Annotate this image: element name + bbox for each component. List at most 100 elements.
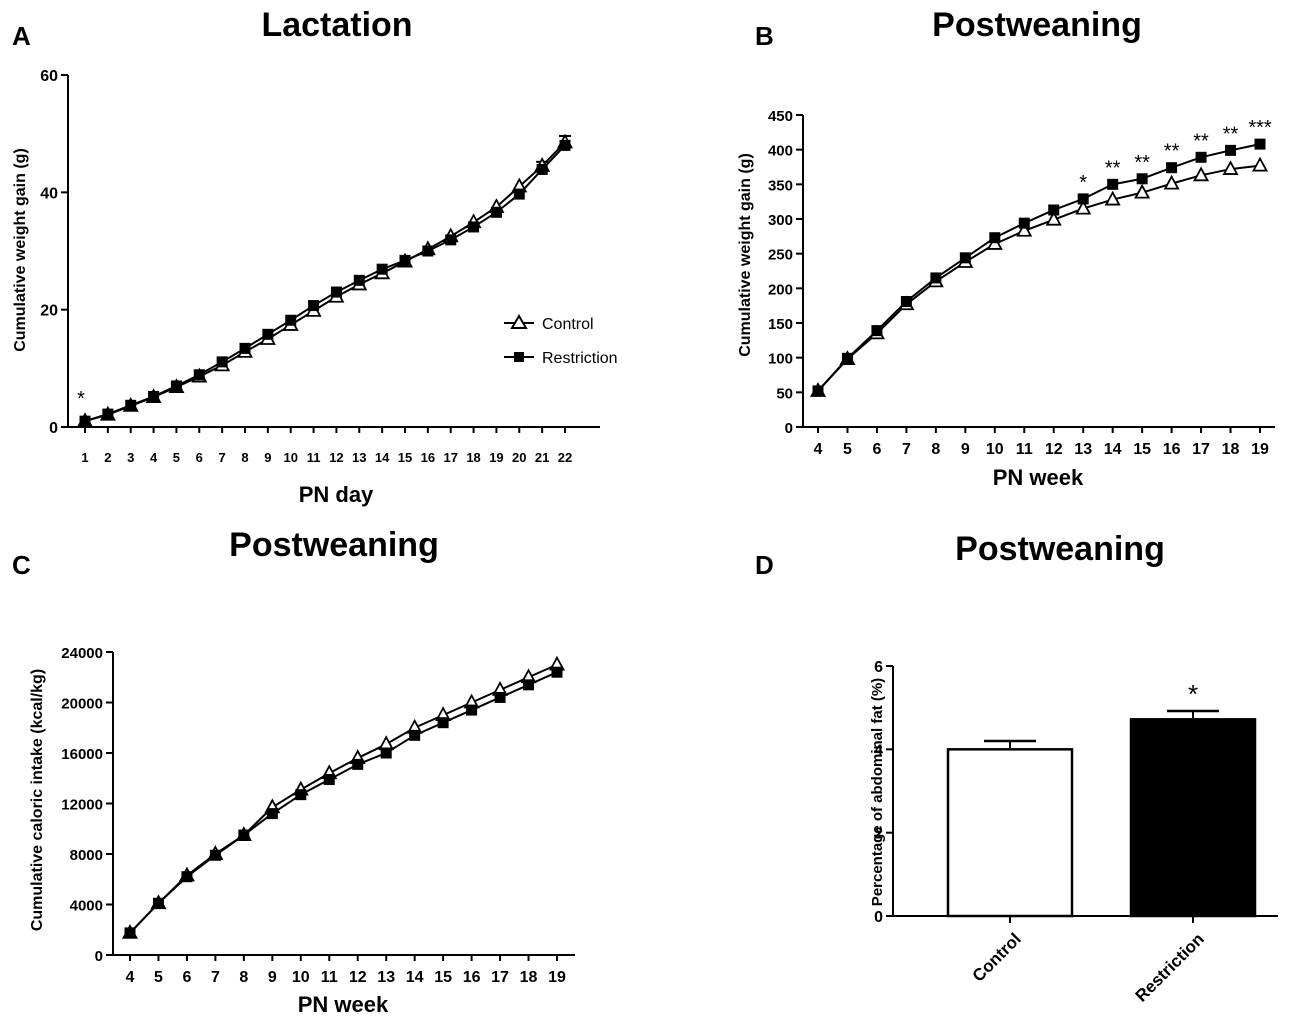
- panel-a-y-tick-label: 0: [49, 420, 58, 437]
- panel-c-restriction-point: [266, 808, 278, 820]
- legend-restriction-label: Restriction: [542, 350, 618, 367]
- panel-c-y-tick-label: 20000: [61, 696, 103, 713]
- panel-a-restriction-line: [84, 144, 566, 423]
- panel-d-title: Postweaning: [955, 530, 1165, 568]
- panel-a-x-tick-label: 12: [329, 450, 343, 465]
- panel-a-restriction-point: [170, 380, 182, 392]
- panel-b-y-tick-label: 50: [776, 385, 793, 402]
- panel-a-title: Lactation: [261, 6, 412, 44]
- panel-c-restriction-point: [437, 717, 449, 729]
- panel-c-restriction-point: [181, 871, 193, 883]
- panel-c-x-tick-label: 7: [211, 969, 220, 986]
- panel-b-x-tick-label: 8: [931, 441, 940, 458]
- panel-a-x-tick-label: 16: [421, 450, 435, 465]
- panel-b: B Postweaning PN week Cumulative weight …: [737, 6, 1275, 490]
- panel-a-restriction-point: [376, 263, 388, 275]
- panel-c-x-tick-label: 4: [126, 969, 135, 986]
- panel-c-restriction-point: [380, 747, 392, 759]
- panel-a-x-tick-label: 3: [127, 450, 134, 465]
- panel-b-control-point: [1251, 156, 1269, 172]
- panel-b-restriction-point: [1077, 193, 1089, 205]
- panel-a-restriction-point: [193, 369, 205, 381]
- panel-b-x-tick-label: 5: [843, 441, 852, 458]
- panel-a-restriction-point: [513, 188, 525, 200]
- panel-a-restriction-point: [285, 314, 297, 326]
- panel-b-x-tick-label: 14: [1104, 441, 1122, 458]
- panel-d-y-tick-label: 2: [874, 826, 883, 843]
- panel-c-restriction-point: [124, 927, 136, 939]
- legend-control-label: Control: [542, 316, 594, 333]
- panel-d-restriction-bar: [1129, 718, 1257, 918]
- panel-a-x-label: PN day: [299, 482, 374, 507]
- panel-b-restriction-point: [1254, 138, 1266, 150]
- panel-b-significance-star: **: [1105, 157, 1121, 179]
- panel-c-restriction-point: [323, 774, 335, 786]
- panel-a-legend: Control Restriction: [504, 314, 618, 367]
- panel-b-restriction-point: [1166, 162, 1178, 174]
- panel-a-restriction-point: [262, 328, 274, 340]
- panel-d-significance-star: *: [1188, 679, 1198, 709]
- panel-a-x-tick-label: 5: [173, 450, 180, 465]
- panel-d-y-label: Percentage of abdominal fat (%): [869, 678, 886, 906]
- panel-d-restriction-x-tick-label: Restriction: [1132, 929, 1208, 1005]
- panel-a-restriction-point: [216, 356, 228, 368]
- panel-a-restriction-point: [308, 300, 320, 312]
- panel-b-control-point: [1075, 199, 1092, 215]
- panel-a-restriction-point: [353, 274, 365, 286]
- panel-a: A Lactation PN day Cumulative weight gai…: [12, 6, 618, 507]
- panel-c-x-tick-label: 19: [548, 969, 566, 986]
- panel-b-restriction-point: [1048, 204, 1060, 216]
- panel-c-x-label: PN week: [298, 992, 389, 1017]
- panel-a-x-tick-label: 13: [352, 450, 366, 465]
- panel-b-restriction-point: [1225, 144, 1237, 156]
- panel-b-significance-star: **: [1164, 141, 1180, 163]
- panel-c-restriction-point: [466, 704, 478, 716]
- panel-a-x-tick-label: 1: [81, 450, 88, 465]
- panel-d-y-tick-label: 0: [874, 909, 883, 926]
- panel-b-control-point: [1104, 190, 1121, 206]
- panel-b-y-tick-label: 250: [768, 247, 793, 264]
- panel-b-significance-star: ***: [1248, 117, 1272, 139]
- panel-c-x-tick-label: 15: [434, 969, 452, 986]
- panel-c-y-tick-label: 12000: [61, 797, 103, 814]
- panel-b-x-tick-label: 10: [986, 441, 1004, 458]
- panel-b-x-label: PN week: [993, 465, 1084, 490]
- panel-a-restriction-point: [468, 221, 480, 233]
- panel-b-x-tick-label: 11: [1016, 441, 1033, 458]
- panel-b-x-tick-label: 9: [961, 441, 970, 458]
- panel-a-x-tick-label: 21: [535, 450, 549, 465]
- panel-b-y-tick-label: 350: [768, 177, 793, 194]
- panel-b-x-tick-label: 13: [1074, 441, 1092, 458]
- panel-a-restriction-point: [445, 234, 457, 246]
- panel-b-x-tick-label: 15: [1133, 441, 1151, 458]
- panel-a-x-tick-label: 17: [443, 450, 457, 465]
- panel-a-x-tick-label: 15: [398, 450, 412, 465]
- panel-c-restriction-point: [494, 691, 506, 703]
- panel-a-y-tick-label: 40: [40, 185, 58, 202]
- panel-d-y-tick-label: 6: [874, 659, 883, 676]
- panel-c-restriction-point: [551, 666, 563, 678]
- panel-b-x-tick-label: 6: [872, 441, 881, 458]
- legend-restriction-marker: [514, 352, 524, 362]
- panel-c-x-tick-label: 11: [321, 969, 338, 986]
- panel-a-y-tick-label: 60: [40, 68, 58, 85]
- panel-a-significance-star: *: [77, 388, 85, 410]
- panel-b-control-point: [1134, 183, 1151, 199]
- panel-a-x-tick-label: 2: [104, 450, 111, 465]
- panel-a-x-tick-label: 14: [375, 450, 390, 465]
- panel-b-y-tick-label: 100: [768, 351, 793, 368]
- panel-b-restriction-point: [1107, 178, 1119, 190]
- panel-a-restriction-point: [79, 415, 91, 427]
- panel-b-significance-star: *: [1079, 172, 1087, 194]
- panel-c-restriction-point: [295, 789, 307, 801]
- panel-c-restriction-point: [409, 729, 421, 741]
- panel-c-x-tick-label: 8: [239, 969, 248, 986]
- panel-letter-a: A: [12, 21, 31, 51]
- panel-c-x-tick-label: 10: [292, 969, 310, 986]
- panel-a-x-tick-label: 11: [307, 450, 321, 465]
- panel-c-x-tick-label: 6: [182, 969, 191, 986]
- panel-a-restriction-point: [148, 390, 160, 402]
- panel-a-restriction-point: [490, 206, 502, 218]
- panel-b-control-point: [1222, 160, 1239, 175]
- panel-b-restriction-point: [1195, 151, 1207, 163]
